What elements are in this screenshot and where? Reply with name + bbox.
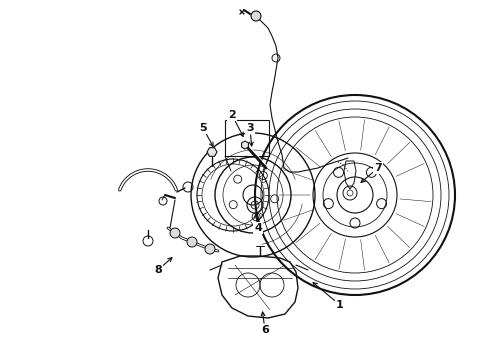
Text: 5: 5 <box>199 123 207 133</box>
Text: 2: 2 <box>228 110 236 120</box>
Circle shape <box>251 11 261 21</box>
Circle shape <box>205 244 215 254</box>
Text: 8: 8 <box>154 265 162 275</box>
Circle shape <box>187 237 197 247</box>
Text: 1: 1 <box>336 300 344 310</box>
Text: 7: 7 <box>374 163 382 173</box>
Text: 6: 6 <box>261 325 269 335</box>
Text: 3: 3 <box>246 123 254 133</box>
Polygon shape <box>242 141 248 149</box>
Circle shape <box>170 228 180 238</box>
Text: 4: 4 <box>254 223 262 233</box>
Bar <box>225 120 269 156</box>
Polygon shape <box>207 148 217 156</box>
